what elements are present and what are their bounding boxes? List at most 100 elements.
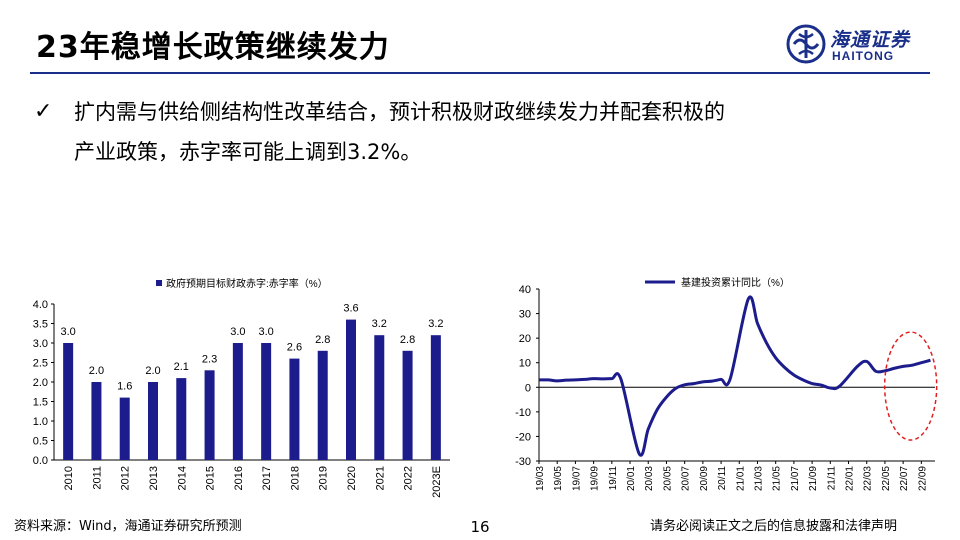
line-x-tick-label: 22/09	[917, 466, 928, 491]
line-y-tick-label: 40	[519, 284, 531, 296]
bar-data-label: 3.2	[428, 318, 443, 330]
line-x-tick-label: 20/11	[717, 466, 728, 491]
line-x-tick-label: 19/05	[553, 466, 564, 491]
bar-x-tick-label: 2022	[403, 466, 415, 490]
line-x-tick-label: 19/07	[571, 466, 582, 491]
bar	[402, 350, 413, 460]
line-x-tick-label: 20/05	[662, 466, 673, 491]
bar-data-label: 2.6	[287, 342, 302, 354]
bar-x-tick-label: 2023E	[431, 466, 443, 498]
bar	[261, 343, 272, 460]
bar-y-tick-label: 2.0	[33, 377, 48, 389]
bar-y-tick-label: 4.0	[33, 299, 48, 311]
bar-x-tick-label: 2019	[318, 466, 330, 490]
line-x-tick-label: 20/09	[699, 466, 710, 491]
line-x-tick-label: 19/03	[535, 466, 546, 491]
bar-data-label: 3.2	[372, 318, 387, 330]
bar	[63, 343, 74, 460]
bar	[232, 343, 243, 460]
bar-legend-label: 政府预期目标财政赤字:赤字率（%）	[166, 277, 328, 290]
bar-y-tick-label: 3.5	[33, 319, 48, 331]
line-y-tick-label: 30	[519, 309, 531, 321]
haitong-logo: 海通证券 HAITONG	[786, 22, 936, 68]
logo-cn-text: 海通证券	[830, 29, 911, 51]
line-x-tick-label: 19/11	[608, 466, 619, 491]
line-y-tick-label: -30	[515, 456, 531, 468]
bar	[176, 378, 187, 460]
bar-x-tick-label: 2021	[374, 466, 386, 490]
bar-y-tick-label: 2.5	[33, 358, 48, 370]
line-x-tick-label: 21/09	[808, 466, 819, 491]
bar-data-label: 2.1	[174, 361, 189, 373]
line-x-tick-label: 20/01	[626, 466, 637, 491]
infrastructure-investment-line-chart: 基建投资累计同比（%） -30 -20 -10 0 10 20 30 40 19/03 19/05 1…	[515, 276, 938, 491]
disclaimer: 请务必阅读正文之后的信息披露和法律声明	[650, 519, 898, 534]
bar-x-tick-label: 2016	[233, 466, 245, 490]
line-x-tick-label: 21/11	[826, 466, 837, 491]
bar	[346, 319, 356, 460]
line-x-tick-label: 20/07	[681, 466, 692, 491]
page-number: 16	[470, 518, 490, 536]
bar-x-tick-label: 2018	[289, 466, 301, 490]
bar-x-tick-label: 2020	[346, 466, 358, 490]
bar-data-label: 3.0	[258, 326, 273, 338]
line-series	[538, 295, 931, 457]
bar-y-tick-label: 3.0	[33, 338, 48, 350]
line-x-tick-label: 21/07	[790, 466, 801, 491]
bar-data-label: 2.0	[145, 365, 160, 377]
bar	[148, 382, 158, 460]
bar	[204, 370, 215, 460]
logo-en-text: HAITONG	[832, 49, 895, 63]
bar-data-label: 2.8	[400, 334, 415, 346]
bar	[430, 335, 441, 460]
line-x-tick-label: 21/03	[753, 466, 764, 491]
line-x-tick-label: 22/01	[845, 466, 856, 491]
bar-x-tick-label: 2017	[261, 466, 273, 490]
bar	[374, 335, 385, 460]
bar	[119, 397, 130, 460]
bar-x-tick-label: 2014	[176, 466, 188, 490]
bar-y-tick-label: 1.5	[33, 397, 48, 409]
bar-data-label: 3.0	[230, 326, 245, 338]
bar-x-tick-label: 2015	[205, 466, 217, 490]
haitong-logo-mark-icon	[786, 24, 826, 64]
title-rule	[30, 72, 930, 74]
bar-x-tick-label: 2011	[91, 466, 103, 490]
line-x-tick-label: 21/05	[772, 466, 783, 491]
slide-title: 23年稳增长政策继续发力	[36, 30, 390, 65]
bar-x-tick-label: 2010	[63, 466, 75, 490]
bar	[317, 350, 328, 460]
line-legend-label: 基建投资累计同比（%）	[681, 276, 790, 289]
line-x-tick-label: 21/01	[735, 466, 746, 491]
bar-data-label: 2.8	[315, 334, 330, 346]
line-x-tick-label: 20/03	[644, 466, 655, 491]
bar-y-tick-label: 0.0	[33, 455, 48, 467]
line-x-tick-label: 22/07	[899, 466, 910, 491]
source-note: 资料来源：Wind，海通证券研究所预测	[14, 519, 242, 534]
bar-data-label: 3.6	[343, 303, 358, 315]
line-x-tick-label: 19/09	[590, 466, 601, 491]
bar-y-tick-label: 1.0	[33, 416, 48, 428]
deficit-rate-bar-chart: 政府预期目标财政赤字:赤字率（%） 0.0 0.5 1.0 1.5 2.0 2.5 3.0 3.…	[33, 277, 450, 498]
line-y-tick-label: 0	[525, 382, 531, 394]
line-y-tick-label: 20	[519, 333, 531, 345]
line-x-tick-label: 22/05	[881, 466, 892, 491]
bar-data-label: 1.6	[117, 381, 132, 393]
bar-legend-swatch	[156, 280, 162, 286]
bar	[91, 382, 102, 460]
bar-y-tick-label: 0.5	[33, 436, 48, 448]
highlight-ellipse	[883, 331, 938, 441]
bar-x-tick-label: 2013	[148, 466, 160, 490]
line-x-tick-label: 22/03	[863, 466, 874, 491]
bullet-line-2: 产业政策，赤字率可能上调到3.2%。	[74, 140, 422, 164]
bar	[289, 358, 300, 460]
bar-data-label: 2.0	[89, 365, 104, 377]
bar-data-label: 3.0	[60, 326, 75, 338]
line-y-tick-label: -10	[515, 407, 531, 419]
bar-data-label: 2.3	[202, 353, 217, 365]
line-y-tick-label: 10	[519, 358, 531, 370]
checkmark-icon: ✓	[34, 99, 53, 124]
bullet-line-1: 扩内需与供给侧结构性改革结合，预计积极财政继续发力并配套积极的	[74, 100, 725, 124]
bar-x-tick-label: 2012	[120, 466, 132, 490]
line-y-tick-label: -20	[515, 431, 531, 443]
